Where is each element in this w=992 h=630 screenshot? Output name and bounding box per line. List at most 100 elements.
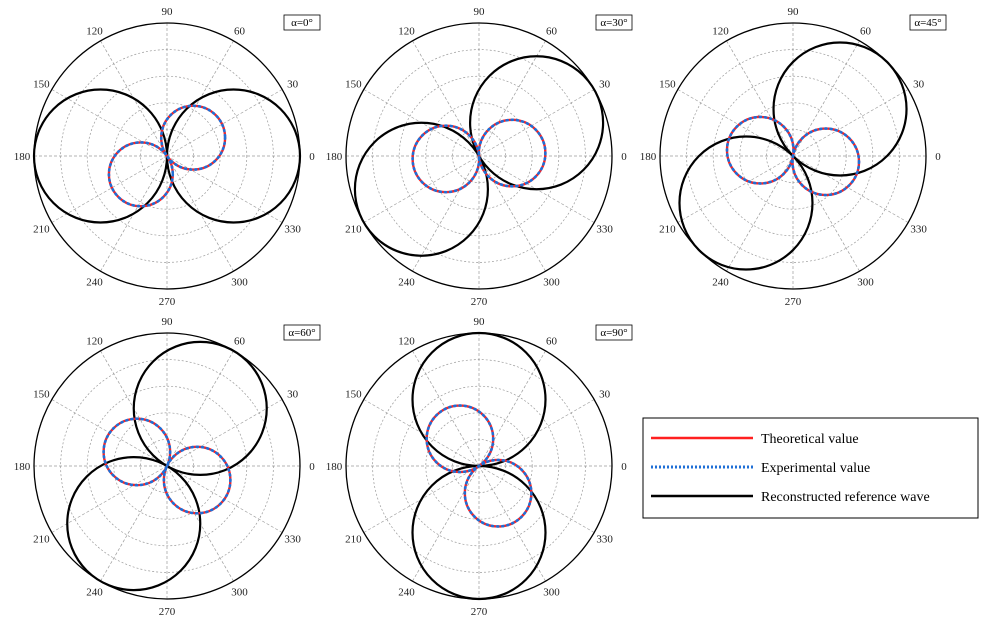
angle-tick-label: 0 (621, 461, 627, 473)
grid-spoke (51, 155, 168, 223)
grid-spoke (478, 40, 546, 157)
grid-spoke (478, 89, 595, 157)
grid-ring (86, 385, 248, 547)
angle-tick-label: 180 (14, 461, 31, 473)
angle-tick-label: 210 (345, 534, 362, 546)
grid-spoke (412, 465, 480, 582)
angle-tick-label: 120 (398, 25, 415, 37)
series-lobe-experimental-value (411, 124, 481, 194)
grid-spoke (166, 350, 234, 467)
angle-tick-label: 30 (913, 79, 925, 91)
legend-label: Reconstructed reference wave (761, 490, 930, 505)
angle-tick-label: 60 (546, 25, 558, 37)
angle-tick-label: 150 (33, 79, 50, 91)
angle-tick-label: 210 (659, 224, 676, 236)
angle-tick-label: 300 (231, 277, 248, 289)
polar-boundary (33, 332, 301, 600)
panel-label: α=90° (600, 327, 627, 339)
grid-spoke (677, 155, 794, 223)
angle-tick-label: 60 (546, 335, 558, 347)
series-lobe-experimental-value (102, 417, 172, 487)
angle-tick-label: 120 (398, 335, 415, 347)
angle-tick-label: 330 (910, 224, 927, 236)
angle-tick-label: 30 (287, 389, 299, 401)
angle-tick-label: 120 (86, 25, 103, 37)
angle-tick-label: 150 (345, 79, 362, 91)
series-lobe-experimental-value (162, 445, 232, 515)
series-lobe-experimental-value (159, 104, 227, 171)
angle-tick-label: 210 (33, 224, 50, 236)
angle-tick-label: 270 (471, 606, 488, 618)
angle-tick-label: 240 (398, 277, 415, 289)
grid-ring (86, 75, 248, 237)
grid-spoke (363, 155, 480, 223)
angle-tick-label: 270 (785, 296, 802, 308)
angle-tick-label: 120 (86, 335, 103, 347)
grid-ring (712, 75, 874, 237)
panel-label-box: α=30° (595, 14, 633, 31)
grid-ring (739, 102, 847, 210)
angle-tick-label: 30 (599, 389, 611, 401)
angle-tick-label: 240 (398, 587, 415, 599)
grid-spoke (51, 89, 168, 157)
angle-tick-label: 240 (712, 277, 729, 289)
grid-spoke (412, 40, 480, 157)
series-lobe-experimental-value (725, 115, 795, 185)
angle-tick-label: 90 (162, 6, 174, 18)
angle-tick-label: 30 (599, 79, 611, 91)
grid-spoke (478, 155, 546, 272)
polar-boundary (345, 22, 613, 290)
angle-tick-label: 270 (471, 296, 488, 308)
angle-tick-label: 150 (659, 79, 676, 91)
grid-ring (113, 412, 221, 520)
series-lobe-experimental-value (107, 141, 175, 208)
angle-tick-label: 90 (474, 316, 486, 328)
polar-panel-3: 0 30 60 90 120 150 180 210 240 270 300 330 α=45° (640, 6, 947, 308)
panel-label-box: α=60° (283, 324, 321, 341)
polar-panel-2: 0 30 60 90 120 150 180 210 240 270 300 330 α=30° (326, 6, 633, 308)
grid-spoke (478, 350, 546, 467)
panel-label: α=45° (914, 17, 941, 29)
angle-tick-label: 300 (857, 277, 874, 289)
legend-label: Experimental value (761, 461, 870, 476)
grid-spoke (51, 465, 168, 533)
angle-tick-label: 210 (345, 224, 362, 236)
grid-spoke (412, 155, 480, 272)
angle-tick-label: 90 (474, 6, 486, 18)
angle-tick-label: 300 (231, 587, 248, 599)
grid-ring (425, 412, 533, 520)
angle-tick-label: 150 (33, 389, 50, 401)
polar-boundary (659, 22, 927, 290)
angle-tick-label: 330 (284, 224, 301, 236)
grid-spoke (166, 89, 283, 157)
grid-spoke (100, 465, 168, 582)
grid-spoke (726, 40, 794, 157)
angle-tick-label: 210 (33, 534, 50, 546)
panel-label-box: α=90° (595, 324, 633, 341)
legend-label: Theoretical value (761, 432, 859, 447)
angle-tick-label: 150 (345, 389, 362, 401)
panel-label-box: α=0° (283, 14, 321, 31)
series-lobe-reconstructed-reference-wave (66, 455, 202, 592)
grid-ring (398, 75, 560, 237)
angle-tick-label: 0 (935, 151, 941, 163)
grid-spoke (792, 89, 909, 157)
panel-label: α=0° (291, 17, 313, 29)
angle-tick-label: 0 (309, 151, 315, 163)
angle-tick-label: 240 (86, 277, 103, 289)
angle-tick-label: 300 (543, 587, 560, 599)
polar-panel-5: 0 30 60 90 120 150 180 210 240 270 300 330 α=90° (326, 316, 633, 618)
grid-spoke (166, 399, 283, 467)
angle-tick-label: 330 (596, 534, 613, 546)
polar-panel-4: 0 30 60 90 120 150 180 210 240 270 300 330 α=60° (14, 316, 321, 618)
grid-ring (398, 385, 560, 547)
panel-label-frame (909, 14, 947, 31)
grid-ring (425, 102, 533, 210)
polar-panel-1: 0 30 60 90 120 150 180 210 240 270 300 330 α=0° (14, 6, 321, 308)
grid-spoke (792, 155, 860, 272)
angle-tick-label: 180 (326, 151, 343, 163)
angle-tick-label: 60 (860, 25, 872, 37)
series-lobe-reconstructed-reference-wave (132, 340, 268, 477)
angle-tick-label: 270 (159, 296, 176, 308)
